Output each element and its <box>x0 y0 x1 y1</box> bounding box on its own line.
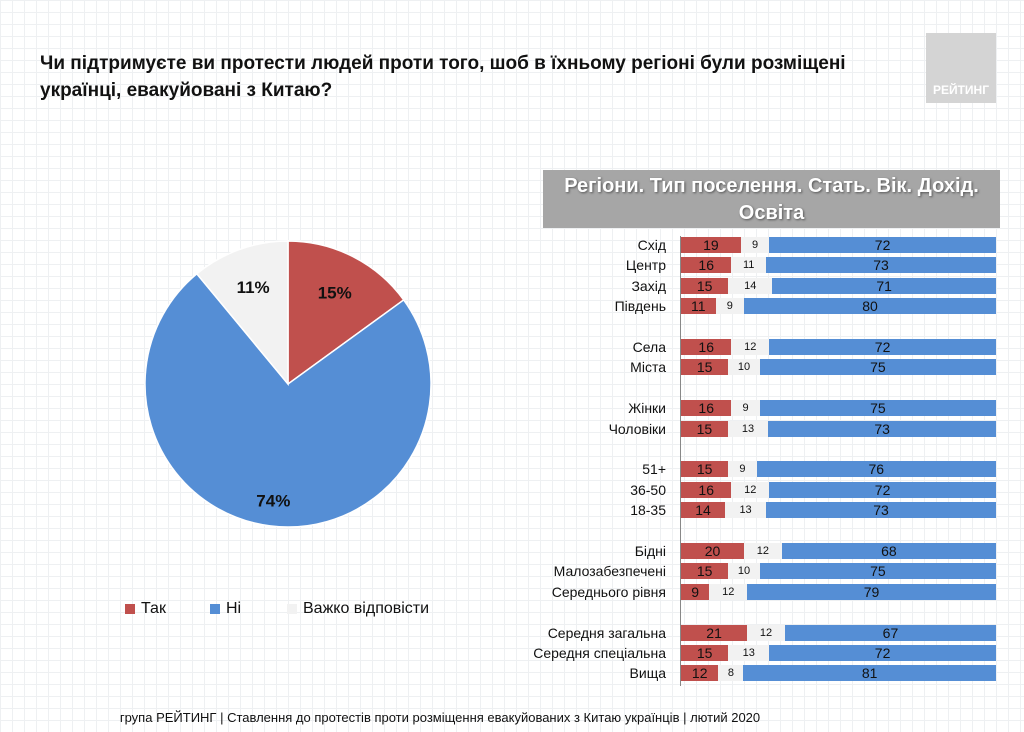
bar-hard-to-say: 10 <box>728 563 760 580</box>
bar-yes: 12 <box>681 665 719 682</box>
bar-no: 73 <box>766 257 996 274</box>
bar-no: 72 <box>769 339 996 355</box>
page-title: Чи підтримуєте ви протести людей проти т… <box>40 53 846 101</box>
footer: група РЕЙТИНГ | Ставлення до протестів п… <box>119 710 761 725</box>
bar-hard-to-say: 9 <box>740 237 770 253</box>
bar-yes: 16 <box>681 257 732 274</box>
bar-hard-to-say: 8 <box>718 665 744 682</box>
category-label: Бідні <box>634 543 666 559</box>
bar-yes: 11 <box>681 298 716 315</box>
bar-hard-to-say: 9 <box>715 298 744 315</box>
bar-no: 67 <box>784 624 996 641</box>
category-label: Схід <box>637 237 666 253</box>
logo-text: РЕЙТИНГ <box>932 83 990 97</box>
bar-no: 72 <box>769 645 996 661</box>
legend-swatch <box>287 604 297 614</box>
bar-hard-to-say: 12 <box>744 543 782 559</box>
legend-swatch <box>210 604 220 614</box>
bar-yes: 9 <box>681 583 710 600</box>
category-label: Середнього рівня <box>551 583 666 600</box>
legend-item-no: Ні <box>210 600 241 618</box>
pie-slice-0 <box>287 240 405 386</box>
category-label: Міста <box>630 359 666 376</box>
bar-hard-to-say: 12 <box>731 481 770 498</box>
bar-yes: 20 <box>681 543 744 559</box>
bar-yes: 15 <box>681 359 729 376</box>
bar-yes: 16 <box>681 339 732 355</box>
bar-hard-to-say: 10 <box>728 359 760 376</box>
bar-no: 81 <box>743 665 996 682</box>
category-label: Південь <box>614 298 666 315</box>
bar-no: 72 <box>769 237 996 253</box>
bar-chart-header: Регіони. Тип поселення. Стать. Вік. Дохі… <box>543 170 1000 228</box>
category-label: Жінки <box>628 400 666 417</box>
bar-no: 71 <box>772 277 996 294</box>
bar-yes: 21 <box>681 624 748 641</box>
bar-hard-to-say: 13 <box>725 502 767 519</box>
bar-hard-to-say: 11 <box>731 257 767 274</box>
bar-no: 80 <box>744 298 996 315</box>
category-label: 18-35 <box>630 502 666 519</box>
bar-yes: 15 <box>681 420 728 437</box>
category-label: Малозабезпечені <box>553 563 666 580</box>
category-label: Захід <box>631 277 666 294</box>
bar-hard-to-say: 12 <box>709 583 748 600</box>
category-label: Чоловіки <box>608 420 666 437</box>
bar-yes: 15 <box>681 277 729 294</box>
pie-data-label: 11% <box>237 278 270 297</box>
pie-slice-1 <box>144 272 432 528</box>
category-label: Середня спеціальна <box>533 645 666 661</box>
bar-axis <box>680 236 681 686</box>
pie-data-label: 15% <box>318 283 352 302</box>
legend-item-yes: Так <box>125 600 166 618</box>
bar-yes: 15 <box>681 461 729 478</box>
bar-no: 75 <box>759 400 996 417</box>
bar-yes: 16 <box>681 481 732 498</box>
bar-hard-to-say: 9 <box>728 461 757 478</box>
legend-swatch <box>125 604 135 614</box>
bar-no: 68 <box>781 543 996 559</box>
bar-hard-to-say: 12 <box>731 339 770 355</box>
category-label: Вища <box>629 665 666 682</box>
bar-yes: 16 <box>681 400 732 417</box>
bar-hard-to-say: 13 <box>727 420 769 437</box>
legend-item-hard-to-say: Важко відповісти <box>287 600 429 618</box>
bar-no: 73 <box>766 502 996 519</box>
pie-chart: 15% 74% 11% <box>144 240 432 528</box>
bar-hard-to-say: 9 <box>731 400 760 417</box>
bar-yes: 15 <box>681 645 729 661</box>
bar-yes: 15 <box>681 563 729 580</box>
bar-no: 72 <box>769 481 996 498</box>
category-label: 36-50 <box>630 481 666 498</box>
bar-hard-to-say: 12 <box>747 624 785 641</box>
bar-hard-to-say: 13 <box>728 645 770 661</box>
bar-yes: 14 <box>681 502 726 519</box>
bar-no: 75 <box>759 563 996 580</box>
pie-data-label: 74% <box>256 491 290 510</box>
bar-no: 76 <box>756 461 996 478</box>
pie-slice-2 <box>195 240 289 387</box>
rating-logo: РЕЙТИНГ <box>926 33 996 103</box>
category-label: Села <box>632 339 666 355</box>
bar-no: 79 <box>747 583 996 600</box>
category-label: Центр <box>625 257 666 274</box>
legend-label: Так <box>141 600 166 617</box>
category-label: Середня загальна <box>547 624 666 641</box>
bar-no: 75 <box>759 359 996 376</box>
bar-yes: 19 <box>681 237 741 253</box>
bar-no: 73 <box>768 420 996 437</box>
bar-hard-to-say: 14 <box>728 277 773 294</box>
legend-label: Ні <box>226 600 242 617</box>
legend-label: Важко відповісти <box>303 600 430 617</box>
category-label: 51+ <box>642 461 666 478</box>
